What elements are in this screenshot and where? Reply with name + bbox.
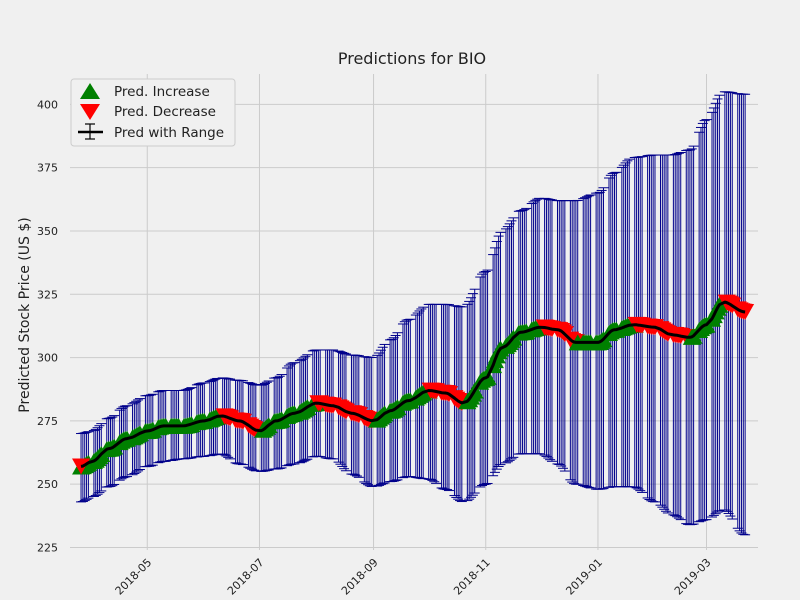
y-tick-label: 250 (37, 478, 58, 491)
decrease-marker (736, 304, 755, 320)
legend-decrease-marker (80, 104, 100, 120)
y-tick-label: 275 (37, 415, 58, 428)
chart-title: Predictions for BIO (338, 49, 486, 68)
prediction-series-line (80, 300, 746, 468)
y-tick-label: 400 (37, 98, 58, 111)
x-tick-label: 2019-01 (563, 556, 605, 598)
legend-range-marker (78, 123, 103, 140)
legend: Pred. Increase Pred. Decrease Pred with … (70, 78, 236, 147)
prediction-range-errorbars (76, 91, 751, 536)
prediction-line (80, 300, 746, 468)
x-tick-label: 2018-07 (225, 556, 267, 598)
legend-range-label: Pred with Range (114, 125, 224, 141)
y-tick-label: 375 (37, 162, 58, 175)
x-tick-label: 2019-03 (672, 556, 714, 598)
y-tick-label: 300 (37, 352, 58, 365)
legend-increase-marker (80, 83, 100, 99)
y-axis-label: Predicted Stock Price (US $) (17, 217, 33, 412)
x-tick-label: 2018-05 (113, 556, 155, 598)
legend-increase-label: Pred. Increase (114, 84, 210, 100)
prediction-markers (72, 294, 755, 475)
x-tick-label: 2018-11 (451, 556, 493, 598)
legend-decrease-label: Pred. Decrease (114, 104, 216, 120)
y-tick-label: 325 (37, 288, 58, 301)
legend-box (70, 78, 236, 147)
y-tick-label: 350 (37, 225, 58, 238)
x-tick-label: 2018-09 (339, 556, 381, 598)
y-tick-label: 225 (37, 541, 58, 554)
